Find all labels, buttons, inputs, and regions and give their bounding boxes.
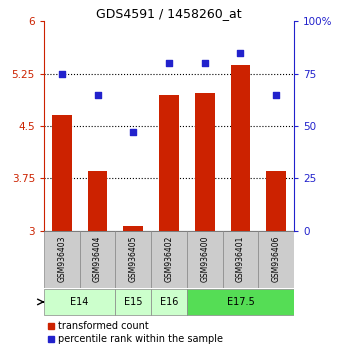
Text: GSM936404: GSM936404 [93,236,102,282]
Bar [258,230,294,288]
Bar [187,230,223,288]
Bar [159,95,179,230]
Bar [52,115,72,230]
Bar [123,226,143,230]
Point [59,71,65,76]
Bar [115,289,151,315]
Bar [266,171,286,230]
Point [238,50,243,56]
Bar [195,93,215,230]
Text: E17.5: E17.5 [226,297,254,307]
Point [166,60,172,66]
Text: E15: E15 [124,297,143,307]
Text: E14: E14 [71,297,89,307]
Text: GSM936400: GSM936400 [200,236,209,282]
Text: GSM936405: GSM936405 [129,236,138,282]
Bar [44,230,80,288]
Bar [80,230,115,288]
Title: GDS4591 / 1458260_at: GDS4591 / 1458260_at [96,7,242,20]
Point [273,92,279,97]
Point [130,129,136,135]
Text: GSM936406: GSM936406 [272,236,281,282]
Text: GSM936402: GSM936402 [165,236,173,282]
Bar [187,289,294,315]
Point [202,60,208,66]
Bar [88,171,107,230]
Bar [115,230,151,288]
Bar [44,289,115,315]
Text: GSM936401: GSM936401 [236,236,245,282]
Text: GSM936403: GSM936403 [57,236,66,282]
Bar [223,230,258,288]
Legend: transformed count, percentile rank within the sample: transformed count, percentile rank withi… [49,321,222,344]
Bar [231,64,250,230]
Text: E16: E16 [160,297,178,307]
Bar [151,289,187,315]
Point [95,92,100,97]
Bar [151,230,187,288]
